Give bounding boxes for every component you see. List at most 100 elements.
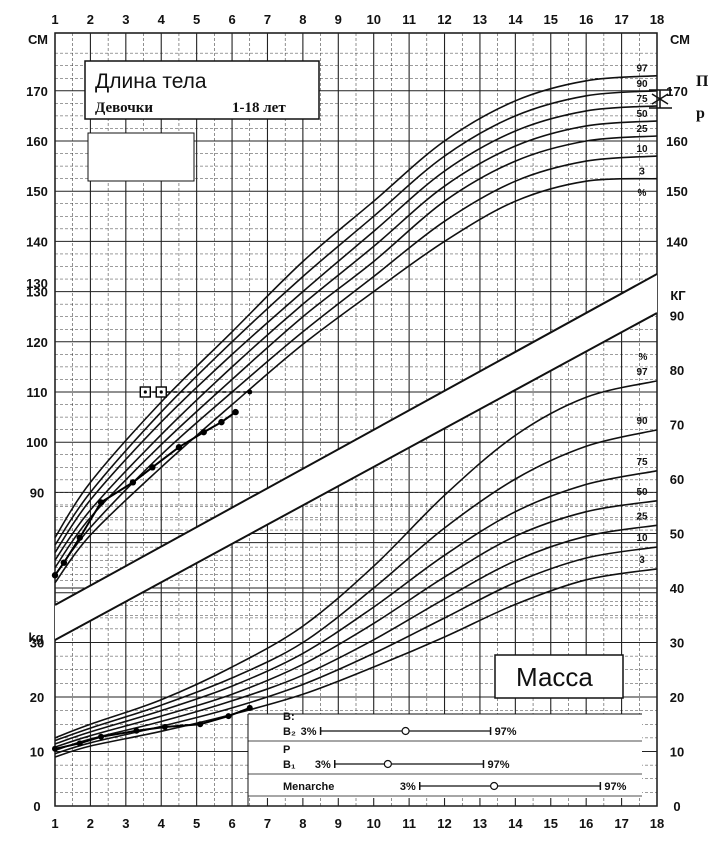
x-tick-bottom: 1 [51,816,58,831]
x-tick-top: 15 [544,12,558,27]
weight-percentile-label: 50 [636,487,648,498]
x-tick-top: 17 [614,12,628,27]
height-percent-symbol: % [638,188,647,199]
weight-y-tick-right: 90 [670,309,684,324]
puberty-97p-label: 97% [604,781,626,793]
weight-curve-p90 [54,429,658,742]
height-percentile-label: 25 [636,124,648,135]
x-tick-bottom: 9 [335,816,342,831]
x-tick-top: 18 [650,12,664,27]
weight-percentile-label: 75 [636,457,648,468]
height-measurement-point [175,444,183,451]
height-y-tick-left: 100 [26,435,48,450]
height-subtitle: Девочки [95,100,153,116]
diagonal-line-top [54,273,658,606]
puberty-median-marker [490,781,499,791]
height-percentile-label: 10 [636,144,648,155]
x-tick-top: 4 [158,12,166,27]
weight-measurement-point [76,740,83,747]
height-curve-p50 [54,120,658,561]
puberty-label: Menarche [283,781,334,793]
height-curve-p25 [54,135,658,569]
height-measurement-line [54,411,237,576]
x-tick-bottom: 2 [87,816,94,831]
height-measurement-point [129,479,137,486]
puberty-panel-bg [248,714,642,798]
weight-measurement-point [161,723,168,730]
height-measurement-point [149,464,156,471]
weight-measurement-point [197,721,204,728]
weight-y-tick-left: 10 [30,745,44,760]
height-y-tick-left: 90 [30,485,44,500]
weight-measurement-point [52,745,58,752]
weight-percentile-label: 10 [636,533,648,544]
x-tick-bottom: 12 [437,816,451,831]
puberty-3p-label: 3% [315,759,331,771]
x-tick-bottom: 5 [193,816,200,831]
height-curve-p75 [54,105,658,554]
height-measurement-point [76,534,83,541]
weight-y-tick-right: 60 [670,472,684,487]
weight-percentile-label: 25 [636,511,648,522]
height-percentile-label: 75 [636,94,648,105]
measurement-points [51,89,672,752]
x-tick-bottom: 15 [544,816,558,831]
height-y-tick-left: 110 [27,385,48,400]
x-tick-bottom: 4 [158,816,166,831]
height-title-box [84,60,320,120]
weight-curve-p10 [54,546,658,755]
x-tick-top: 5 [193,12,200,27]
height-measurement-point [51,572,59,579]
x-tick-bottom: 18 [650,816,664,831]
diagonal-line-bottom [54,312,658,641]
puberty-label-top: B: [283,711,295,723]
height-measurement-point [60,559,68,566]
weight-title-box [494,654,624,699]
x-tick-bottom: 8 [299,816,306,831]
x-tick-bottom: 11 [402,816,416,831]
weight-unit-right: КГ [670,288,686,303]
height-y-tick-right: 160 [666,134,688,149]
weight-y-tick-left: 30 [30,636,44,651]
height-unit-right: СМ [670,32,690,47]
height-y-tick-left: 150 [26,184,48,199]
weight-y-tick-right: 20 [670,690,684,705]
height-unit-left: СМ [28,32,48,47]
weight-y-tick-right: 0 [673,799,680,814]
x-tick-top: 8 [299,12,306,27]
height-measurement-point [232,408,239,416]
weight-title: Масса [516,662,593,692]
height-y-tick-right: 150 [666,184,688,199]
blank-box [87,132,195,182]
x-tick-bottom: 6 [228,816,235,831]
height-y-tick-left-130: 130 [26,276,48,291]
x-tick-bottom: 7 [264,816,271,831]
height-y-tick-left: 140 [26,234,48,249]
projection-square-dot [159,390,163,394]
x-tick-bottom: 13 [473,816,487,831]
weight-percent-symbol: % [639,352,648,363]
weight-curve-p75 [54,470,658,745]
weight-y-tick-left: 0 [33,799,40,814]
x-tick-top: 11 [402,12,416,27]
x-tick-bottom: 17 [614,816,628,831]
weight-percentile-label: 90 [636,416,648,427]
height-y-tick-left: 160 [26,134,48,149]
weight-unit-left: kg [28,630,43,645]
weight-curve-p3 [54,568,658,758]
height-measurement-point [97,499,105,506]
puberty-label-top: P [283,744,290,756]
weight-percentile-curves: 97 90 75 50 25 10 3% [54,352,658,758]
puberty-97p-label: 97% [487,759,509,771]
height-measurement-point [200,428,207,436]
height-y-tick-right: 140 [666,234,688,249]
height-y-tick-left: 170 [26,84,48,99]
weight-measurement-point [133,727,140,734]
weight-curve-p50 [54,500,658,748]
x-tick-top: 2 [87,12,94,27]
height-title: Длина тела [95,70,207,93]
weight-y-tick-right: 80 [670,363,684,378]
weight-y-tick-right: 10 [670,745,684,760]
diagonal-band-fill [55,274,657,640]
